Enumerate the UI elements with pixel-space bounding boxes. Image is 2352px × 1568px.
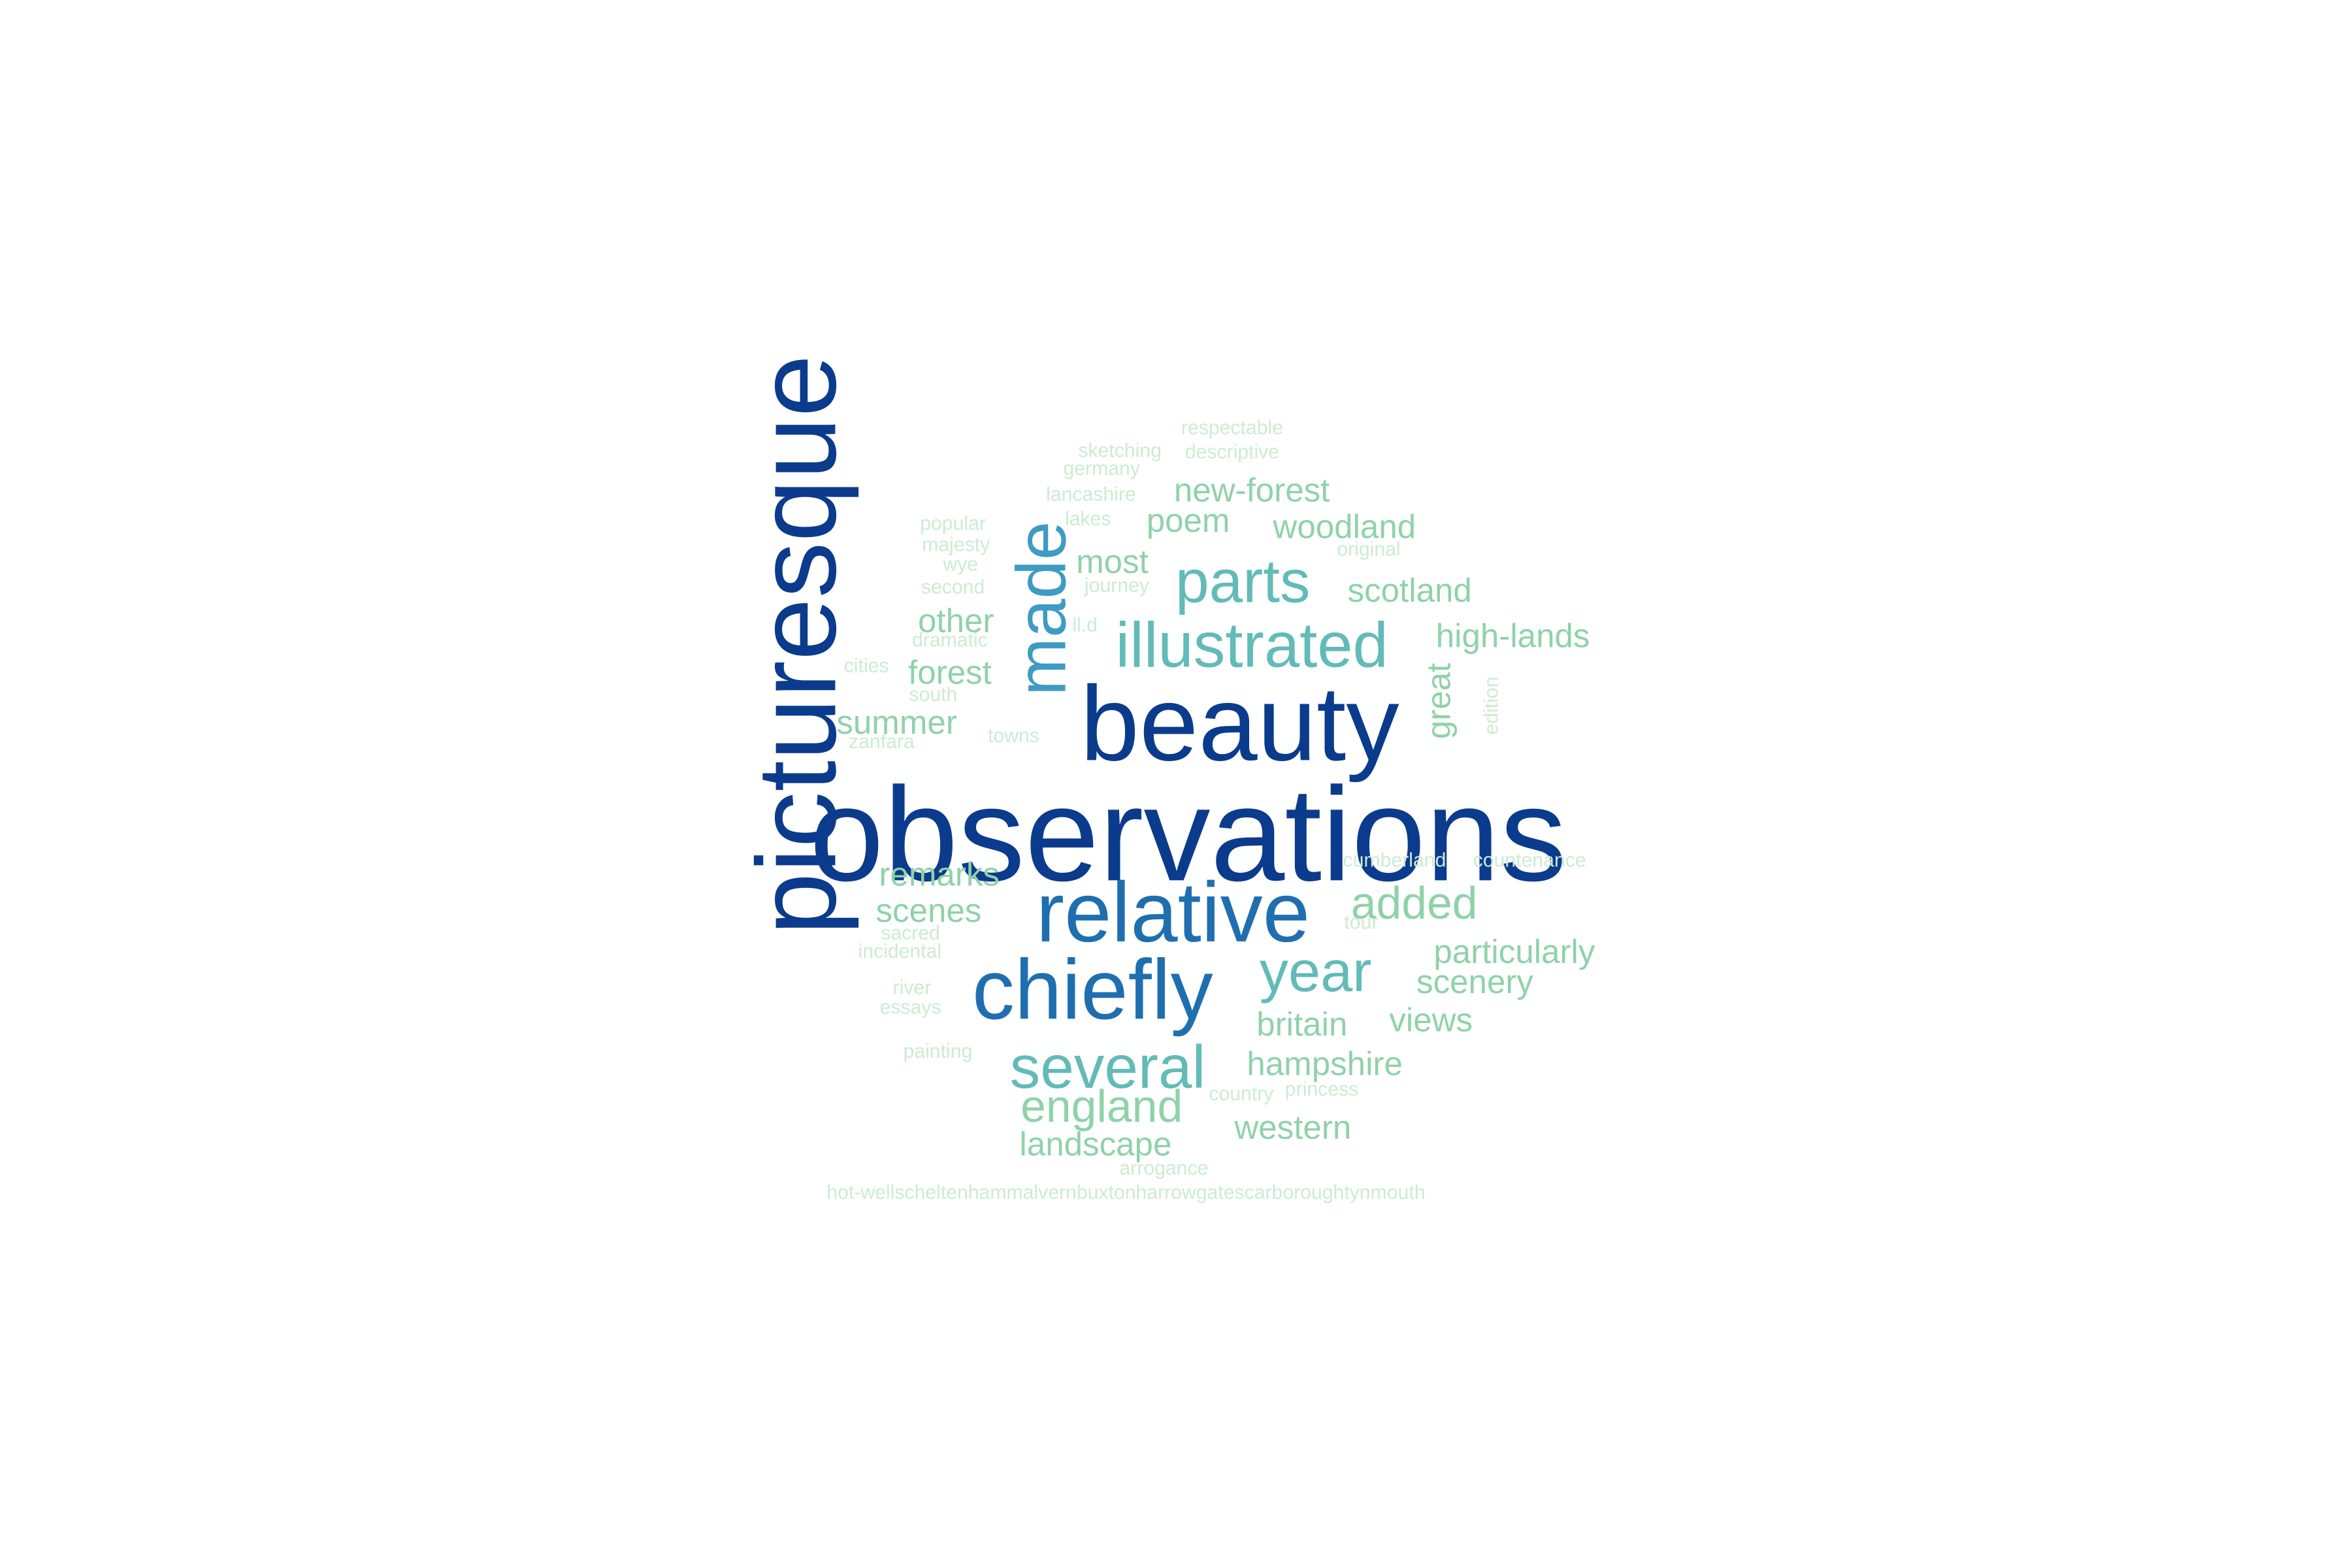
word-cities: cities xyxy=(844,655,889,677)
word-river: river xyxy=(893,977,932,999)
word-britain: britain xyxy=(1256,1005,1347,1043)
word-high-lands: high-lands xyxy=(1436,617,1590,655)
word-new-forest: new-forest xyxy=(1174,472,1330,509)
word-wye: wye xyxy=(942,554,978,576)
word-other: other xyxy=(918,602,994,639)
word-picturesque: picturesque xyxy=(734,355,859,936)
word-scenery: scenery xyxy=(1416,963,1533,1000)
word-ll-d: ll.d xyxy=(1072,614,1098,636)
word-lancashire: lancashire xyxy=(1046,484,1136,506)
word-england: england xyxy=(1021,1081,1183,1132)
word-tour: tour xyxy=(1344,912,1378,934)
word-towns: towns xyxy=(988,725,1039,747)
word-year: year xyxy=(1260,939,1372,1004)
word-particularly: particularly xyxy=(1433,933,1595,970)
word-chiefly: chiefly xyxy=(972,941,1213,1037)
word-made: made xyxy=(1002,521,1080,696)
word-landscape: landscape xyxy=(1019,1126,1171,1163)
word-essays: essays xyxy=(880,997,941,1019)
word-observations: observations xyxy=(809,760,1567,909)
word-several: several xyxy=(1010,1033,1205,1101)
word-illustrated: illustrated xyxy=(1115,610,1388,681)
word-great: great xyxy=(1420,663,1457,739)
word-countenance: countenance xyxy=(1473,849,1586,871)
word-summer: summer xyxy=(836,704,957,741)
word-sacred: sacred xyxy=(881,923,940,944)
word-original: original xyxy=(1337,538,1400,560)
word-most: most xyxy=(1076,543,1149,580)
word-hampshire: hampshire xyxy=(1247,1045,1403,1083)
word-popular: popular xyxy=(920,513,986,534)
word-hot-wellscheltenhammalvernbuxtonharrowgatescarboroughtynmouth: hot-wellscheltenhammalvernbuxtonharrowga… xyxy=(826,1182,1425,1203)
word-woodland: woodland xyxy=(1272,508,1416,545)
word-arrogance: arrogance xyxy=(1119,1158,1208,1179)
word-princess: princess xyxy=(1285,1079,1358,1100)
word-added: added xyxy=(1351,877,1478,928)
word-second: second xyxy=(921,576,985,598)
word-incidental: incidental xyxy=(858,941,942,962)
word-lakes: lakes xyxy=(1065,508,1111,530)
word-scenes: scenes xyxy=(875,892,981,929)
word-country: country xyxy=(1209,1083,1274,1105)
word-dramatic: dramatic xyxy=(912,630,988,651)
word-parts: parts xyxy=(1175,547,1311,615)
word-cumberland: cumberland xyxy=(1343,849,1446,871)
word-western: western xyxy=(1233,1109,1351,1146)
word-remarks: remarks xyxy=(879,855,1000,892)
word-views: views xyxy=(1389,1001,1473,1038)
word-journey: journey xyxy=(1084,575,1150,596)
word-zanfara: zanfara xyxy=(849,731,915,753)
word-majesty: majesty xyxy=(922,534,990,555)
word-forest: forest xyxy=(908,653,992,691)
word-sketching: sketching xyxy=(1078,440,1162,461)
word-relative: relative xyxy=(1036,864,1310,960)
word-beauty: beauty xyxy=(1080,664,1399,783)
word-south: south xyxy=(909,684,957,706)
word-descriptive: descriptive xyxy=(1185,442,1279,463)
word-painting: painting xyxy=(904,1041,973,1062)
word-poem: poem xyxy=(1147,502,1230,539)
word-scotland: scotland xyxy=(1348,572,1472,609)
word-germany: germany xyxy=(1063,458,1140,480)
word-edition: edition xyxy=(1481,677,1503,735)
word-respectable: respectable xyxy=(1181,417,1283,439)
